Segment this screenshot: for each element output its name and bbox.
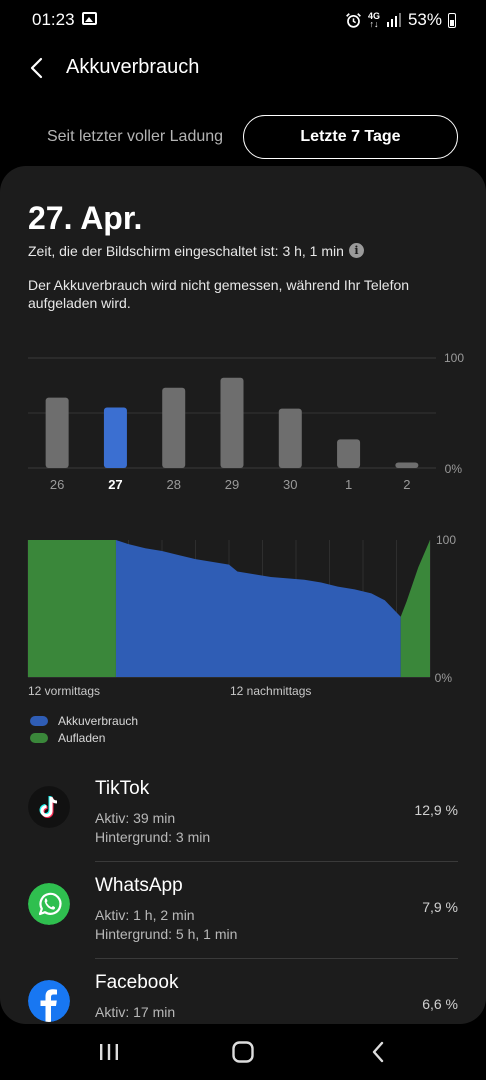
legend-label-usage: Akkuverbrauch — [58, 714, 139, 728]
app-usage-percent: 12,9 % — [414, 802, 458, 818]
status-bar: 01:23 4G ↑↓ 53% — [0, 0, 486, 40]
status-time: 01:23 — [32, 10, 75, 29]
divider — [95, 861, 458, 862]
bar-2 — [395, 462, 419, 468]
legend-item-usage: Akkuverbrauch — [30, 713, 138, 729]
area-charging-0 — [28, 540, 116, 677]
app-name: WhatsApp — [95, 875, 183, 896]
area-usage — [115, 540, 401, 677]
bar-1 — [337, 439, 361, 468]
app-header: Akkuverbrauch — [0, 44, 486, 92]
alarm-icon — [346, 12, 361, 28]
app-name: TikTok — [95, 778, 150, 799]
facebook-icon — [28, 980, 70, 1022]
selected-date: 27. Apr. — [28, 200, 143, 236]
tiktok-icon — [28, 786, 70, 828]
bar-x-label-2: 2 — [403, 477, 410, 492]
back-nav-icon[interactable] — [364, 1038, 394, 1066]
bar-y-label-min: 0% — [445, 462, 463, 476]
app-name: Facebook — [95, 972, 179, 993]
bar-x-label-27: 27 — [108, 477, 122, 492]
bar-26 — [45, 397, 69, 468]
app-usage-percent: 6,6 % — [422, 996, 458, 1012]
bar-y-label-max: 100 — [444, 351, 464, 365]
legend-label-charging: Aufladen — [58, 731, 106, 745]
battery-percent: 53% — [407, 10, 442, 29]
recent-apps-icon[interactable] — [94, 1038, 124, 1066]
app-usage-percent: 7,9 % — [422, 899, 458, 915]
signal-icon — [386, 13, 401, 27]
app-background-time: Hintergrund: 5 h, 1 min — [95, 926, 238, 942]
bar-28 — [162, 387, 186, 468]
screen-on-time: Zeit, die der Bildschirm eingeschaltet i… — [28, 243, 344, 259]
battery-usage-card: 27. Apr. Zeit, die der Bildschirm einges… — [0, 166, 486, 1024]
back-arrow-icon[interactable] — [24, 54, 52, 82]
bar-30 — [278, 408, 302, 468]
app-background-time: Hintergrund: 3 min — [95, 829, 211, 845]
gallery-notification-icon — [82, 12, 97, 25]
legend-swatch-charging — [30, 733, 48, 743]
area-y-label-min: 0% — [435, 671, 453, 685]
app-row-facebook[interactable]: Facebook Aktiv: 17 min 6,6 % — [0, 960, 486, 1024]
battery-charts: 26 27 28 29 30 1 2 100 0% 100 0% 12 vormittags 12 na… — [27, 351, 464, 698]
bar-x-label-28: 28 — [166, 477, 180, 492]
tab-last-7-days[interactable]: Letzte 7 Tage — [243, 115, 458, 159]
area-x-label-midnight: 12 vormittags — [28, 684, 100, 698]
tab-since-last-charge[interactable]: Seit letzter voller Ladung — [46, 128, 224, 145]
legend-item-charging: Aufladen — [30, 730, 105, 746]
charging-note: Der Akkuverbrauch wird nicht gemessen, w… — [28, 277, 410, 311]
whatsapp-icon — [28, 883, 70, 925]
bar-27 — [103, 407, 127, 468]
app-active-time: Aktiv: 17 min — [95, 1004, 176, 1020]
area-charging-1 — [400, 540, 430, 677]
app-active-time: Aktiv: 1 h, 2 min — [95, 907, 195, 923]
bar-x-label-29: 29 — [225, 477, 239, 492]
divider — [95, 958, 458, 959]
app-active-time: Aktiv: 39 min — [95, 810, 176, 826]
app-row-tiktok[interactable]: TikTok Aktiv: 39 min Hintergrund: 3 min … — [0, 766, 486, 863]
bar-x-label-26: 26 — [50, 477, 64, 492]
area-x-label-noon: 12 nachmittags — [230, 684, 311, 698]
app-row-whatsapp[interactable]: WhatsApp Aktiv: 1 h, 2 min Hintergrund: … — [0, 863, 486, 960]
bar-x-label-1: 1 — [345, 477, 352, 492]
home-icon[interactable] — [228, 1038, 258, 1066]
network-type-label: 4G ↑↓ — [367, 11, 380, 29]
page-title: Akkuverbrauch — [66, 56, 200, 78]
bar-29 — [220, 377, 244, 468]
legend-swatch-usage — [30, 716, 48, 726]
bar-x-label-30: 30 — [283, 477, 297, 492]
area-y-label-max: 100 — [436, 533, 456, 547]
navigation-bar — [0, 1024, 486, 1080]
info-icon[interactable]: i — [349, 243, 364, 258]
battery-icon — [448, 12, 456, 28]
